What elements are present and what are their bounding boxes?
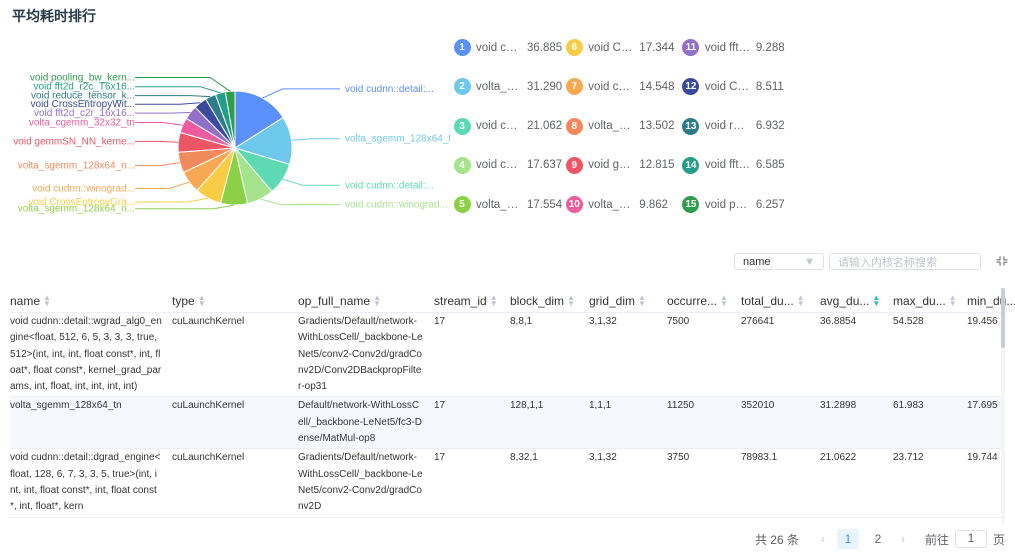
svg-text:void pooling_bw_kern...: void pooling_bw_kern... bbox=[30, 73, 135, 84]
svg-text:void cudnn::detail:...: void cudnn::detail:... bbox=[345, 84, 434, 95]
svg-text:void cudnn::winograd...: void cudnn::winograd... bbox=[32, 184, 135, 195]
svg-text:volta_sgemm_128x64_t...: volta_sgemm_128x64_t... bbox=[345, 134, 450, 145]
svg-text:void CrossEntropyGra...: void CrossEntropyGra... bbox=[28, 197, 135, 208]
svg-text:volta_sgemm_128x64_n...: volta_sgemm_128x64_n... bbox=[18, 161, 135, 172]
svg-text:void cudnn::winograd...: void cudnn::winograd... bbox=[345, 200, 448, 211]
svg-text:volta_cgemm_32x32_tn: volta_cgemm_32x32_tn bbox=[29, 118, 135, 129]
svg-text:void gemmSN_NN_kerne...: void gemmSN_NN_kerne... bbox=[13, 136, 135, 147]
svg-text:void cudnn::detail:...: void cudnn::detail:... bbox=[345, 180, 434, 191]
